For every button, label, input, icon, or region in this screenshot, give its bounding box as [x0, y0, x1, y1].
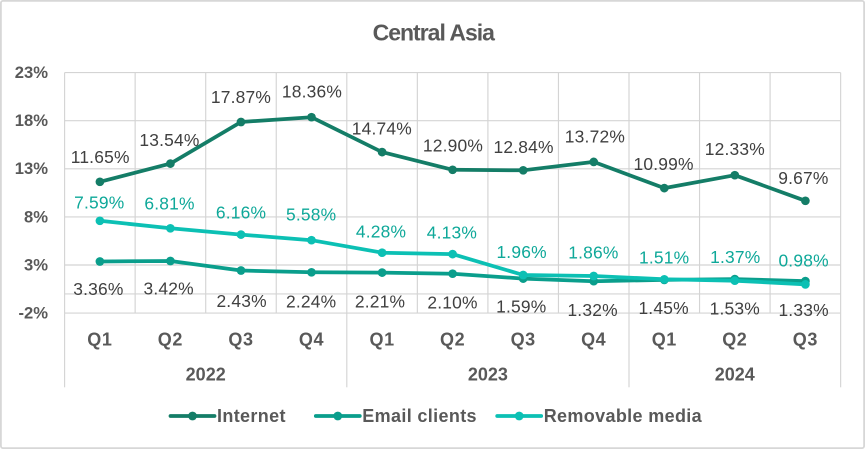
svg-text:1.51%: 1.51%: [639, 248, 689, 268]
svg-text:Q2: Q2: [158, 330, 183, 350]
svg-text:14.74%: 14.74%: [352, 119, 412, 139]
svg-text:18.36%: 18.36%: [282, 82, 342, 102]
svg-text:13.54%: 13.54%: [139, 130, 199, 150]
svg-text:Q1: Q1: [369, 330, 394, 350]
svg-text:2024: 2024: [715, 364, 755, 384]
svg-text:4.28%: 4.28%: [356, 221, 406, 241]
svg-text:1.33%: 1.33%: [778, 300, 828, 320]
svg-text:10.99%: 10.99%: [634, 154, 694, 174]
svg-text:Internet: Internet: [217, 406, 286, 426]
svg-text:1.59%: 1.59%: [496, 297, 546, 317]
svg-text:2.21%: 2.21%: [355, 292, 405, 312]
svg-text:3.42%: 3.42%: [144, 279, 194, 299]
svg-text:6.81%: 6.81%: [144, 193, 194, 213]
svg-text:23%: 23%: [15, 63, 48, 82]
svg-text:2023: 2023: [468, 364, 508, 384]
svg-text:4.13%: 4.13%: [427, 222, 477, 242]
svg-text:9.67%: 9.67%: [778, 168, 828, 188]
svg-text:11.65%: 11.65%: [71, 147, 130, 167]
svg-text:Removable media: Removable media: [544, 406, 703, 426]
svg-text:17.87%: 17.87%: [211, 87, 271, 107]
svg-text:Q4: Q4: [581, 330, 606, 350]
svg-text:5.58%: 5.58%: [286, 204, 336, 224]
svg-text:3.36%: 3.36%: [73, 279, 123, 299]
svg-text:12.33%: 12.33%: [705, 139, 765, 159]
svg-text:8%: 8%: [24, 207, 48, 226]
svg-text:2.43%: 2.43%: [216, 291, 266, 311]
svg-text:Q3: Q3: [228, 330, 253, 350]
svg-text:Q3: Q3: [511, 330, 536, 350]
svg-text:1.96%: 1.96%: [496, 242, 546, 262]
svg-text:2.10%: 2.10%: [427, 292, 477, 312]
svg-text:13.72%: 13.72%: [565, 127, 625, 147]
svg-text:Q4: Q4: [299, 330, 324, 350]
svg-text:2022: 2022: [186, 364, 226, 384]
svg-text:Q3: Q3: [793, 330, 818, 350]
svg-text:3%: 3%: [24, 255, 48, 274]
svg-text:1.37%: 1.37%: [710, 247, 760, 267]
svg-text:Q2: Q2: [440, 330, 465, 350]
svg-text:1.45%: 1.45%: [638, 298, 688, 318]
svg-text:Central Asia: Central Asia: [373, 20, 496, 46]
svg-text:0.98%: 0.98%: [778, 251, 828, 271]
svg-text:Email clients: Email clients: [362, 406, 477, 426]
svg-text:Q2: Q2: [722, 330, 747, 350]
svg-text:1.86%: 1.86%: [568, 243, 618, 263]
svg-text:1.32%: 1.32%: [567, 300, 617, 320]
svg-text:18%: 18%: [15, 111, 48, 130]
svg-text:13%: 13%: [15, 159, 48, 178]
svg-text:2.24%: 2.24%: [286, 292, 336, 312]
svg-text:1.53%: 1.53%: [710, 299, 760, 319]
svg-text:7.59%: 7.59%: [74, 192, 124, 212]
svg-text:6.16%: 6.16%: [216, 203, 266, 223]
svg-text:12.90%: 12.90%: [423, 136, 483, 156]
svg-text:Q1: Q1: [87, 330, 112, 350]
svg-text:Q1: Q1: [652, 330, 677, 350]
svg-text:-2%: -2%: [18, 304, 48, 323]
svg-text:12.84%: 12.84%: [494, 137, 554, 157]
